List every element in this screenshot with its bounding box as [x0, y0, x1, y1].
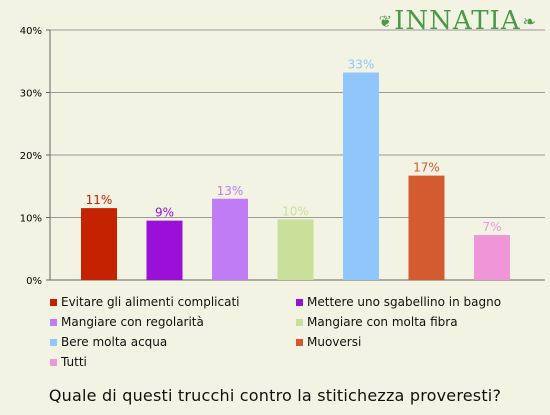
legend-label: Bere molta acqua	[61, 335, 168, 349]
legend-item: Evitare gli alimenti complicati	[50, 294, 296, 310]
legend-swatch	[50, 338, 57, 346]
gridlines	[50, 29, 545, 218]
logo-text: INNATIA	[394, 6, 521, 36]
legend-item: Mangiare con molta fibra	[296, 314, 520, 330]
legend-item: Mettere uno sgabellino in bagno	[296, 294, 520, 310]
leaf-icon: ❦	[378, 11, 393, 31]
legend-label: Mangiare con molta fibra	[307, 315, 458, 329]
data-labels: 11% 9% 13% 10% 33% 17% 7%	[86, 58, 502, 235]
bar-1	[81, 208, 117, 280]
legend-swatch	[50, 318, 57, 326]
legend-label: Muoversi	[307, 335, 362, 349]
legend-item: Mangiare con regolarità	[50, 314, 296, 330]
legend-swatch	[296, 338, 303, 346]
poll-question: Quale di questi trucchi contro la stitic…	[48, 386, 502, 405]
legend-swatch	[296, 318, 303, 326]
legend-item: Muoversi	[296, 334, 520, 350]
legend-label: Mangiare con regolarità	[61, 315, 204, 329]
bar-7	[474, 235, 510, 280]
legend-label: Tutti	[61, 355, 87, 369]
bar-3	[212, 198, 248, 280]
leaf-icon: ❧	[522, 11, 536, 31]
innatia-logo: ❦ INNATIA ❧	[377, 3, 538, 39]
y-tick-label: 20%	[20, 151, 42, 162]
legend-item: Bere molta acqua	[50, 334, 296, 350]
legend-swatch	[296, 298, 303, 306]
bar-6	[408, 175, 445, 280]
data-label-1: 11%	[86, 193, 113, 207]
legend-label: Mettere uno sgabellino in bagno	[307, 295, 502, 309]
data-label-4: 10%	[282, 204, 309, 218]
legend-swatch	[50, 358, 57, 366]
bars	[81, 72, 510, 280]
legend-item: Tutti	[50, 354, 296, 370]
chart-legend: Evitare gli alimenti complicati Mettere u…	[50, 294, 520, 370]
data-label-7: 7%	[482, 220, 501, 234]
bar-chart: 0% 10% 20% 30% 40% 11% 9% 13% 10% 33% 17% 7%	[20, 26, 545, 287]
y-tick-label: 0%	[26, 276, 42, 287]
data-label-6: 17%	[413, 161, 440, 175]
y-tick-label: 30%	[20, 89, 42, 100]
bar-4	[277, 219, 314, 280]
bar-5	[343, 72, 379, 280]
legend-swatch	[50, 298, 57, 306]
y-tick-label: 40%	[20, 26, 42, 37]
legend-label: Evitare gli alimenti complicati	[61, 295, 240, 309]
data-label-2: 9%	[155, 206, 174, 220]
y-tick-label: 10%	[20, 214, 42, 225]
data-label-5: 33%	[348, 58, 375, 72]
data-label-3: 13%	[217, 184, 244, 198]
bar-2	[146, 220, 183, 280]
